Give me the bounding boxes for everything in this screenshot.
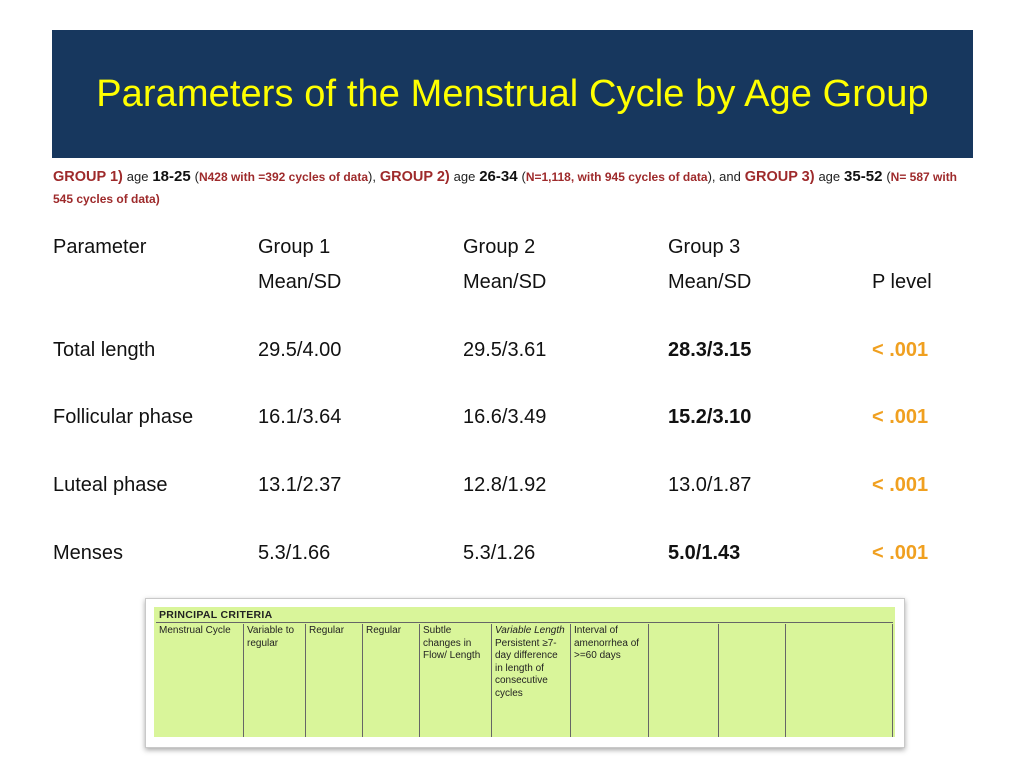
criteria-heading: PRINCIPAL CRITERIA xyxy=(156,609,893,623)
row-group2-value: 16.6/3.49 xyxy=(463,406,547,428)
header-group2: Group 2 xyxy=(463,236,536,258)
group1-label: GROUP 1) xyxy=(53,169,123,185)
group2-sample: N=1,118, with 945 cycles of data xyxy=(525,170,708,184)
header-parameter: Parameter xyxy=(53,236,147,258)
header-p-level: P level xyxy=(872,271,932,293)
criteria-cell: Menstrual Cycle xyxy=(156,624,244,737)
row-group1-value: 16.1/3.64 xyxy=(258,406,342,428)
group2-label: GROUP 2) xyxy=(379,169,450,185)
header-group1: Group 1 xyxy=(258,236,331,258)
row-p-level: < .001 xyxy=(872,406,929,428)
criteria-cell: Variable Length Persistent ≥7- day diffe… xyxy=(492,624,571,737)
header-group2-meansd: Mean/SD xyxy=(463,271,547,293)
criteria-cell-text: Subtle changes in Flow/ Length xyxy=(423,625,481,661)
group2-age-range: 26-34 xyxy=(479,168,518,185)
row-parameter: Follicular phase xyxy=(53,406,194,428)
row-parameter: Luteal phase xyxy=(53,474,168,496)
row-p-level: < .001 xyxy=(872,474,929,496)
group2-open-paren: ( xyxy=(521,169,526,184)
criteria-cell: Variable to regular xyxy=(244,624,306,737)
criteria-cell-text: Menstrual Cycle xyxy=(159,625,231,636)
criteria-cell: Subtle changes in Flow/ Length xyxy=(420,624,492,737)
row-p-level: < .001 xyxy=(872,542,929,564)
group-description: GROUP 1) age 18-25 (N428 with =392 cycle… xyxy=(53,166,968,210)
criteria-cell: Regular xyxy=(306,624,363,737)
principal-criteria-table: PRINCIPAL CRITERIA Menstrual Cycle Varia… xyxy=(154,607,895,737)
criteria-cell-text: Regular xyxy=(309,625,345,636)
row-group3-value: 28.3/3.15 xyxy=(668,339,752,361)
criteria-cell-text: Persistent ≥7- day difference in length … xyxy=(495,637,558,699)
group2-age-word: age xyxy=(453,169,476,184)
group2-close-paren: ), and xyxy=(707,169,741,184)
group1-close-paren: ), xyxy=(368,169,376,184)
row-group1-value: 13.1/2.37 xyxy=(258,474,342,496)
criteria-cell xyxy=(649,624,719,737)
row-p-level: < .001 xyxy=(872,339,929,361)
group1-age-range: 18-25 xyxy=(152,168,191,185)
group3-open-paren: ( xyxy=(886,169,891,184)
criteria-cell: Regular xyxy=(363,624,420,737)
criteria-cell-text: Variable to regular xyxy=(247,625,295,649)
row-group1-value: 29.5/4.00 xyxy=(258,339,342,361)
criteria-cell-text: Interval of amenorrhea of >=60 days xyxy=(574,625,640,661)
group1-sample: N428 with =392 cycles of data xyxy=(198,170,369,184)
row-parameter: Menses xyxy=(53,542,124,564)
header-group1-meansd: Mean/SD xyxy=(258,271,342,293)
criteria-cell xyxy=(786,624,893,737)
row-group2-value: 12.8/1.92 xyxy=(463,474,547,496)
row-group1-value: 5.3/1.66 xyxy=(258,542,331,564)
criteria-heading-text: PRINCIPAL CRITERIA xyxy=(159,609,273,621)
group3-age-range: 35-52 xyxy=(844,168,883,185)
criteria-cell-italic: Variable Length xyxy=(495,625,565,636)
criteria-cell: Interval of amenorrhea of >=60 days xyxy=(571,624,649,737)
row-group2-value: 5.3/1.26 xyxy=(463,542,536,564)
principal-criteria-image: PRINCIPAL CRITERIA Menstrual Cycle Varia… xyxy=(145,598,905,748)
group1-open-paren: ( xyxy=(194,169,199,184)
group3-sample: N= 587 with 545 cycles of data) xyxy=(53,170,958,206)
header-group3: Group 3 xyxy=(668,236,741,258)
row-group3-value: 15.2/3.10 xyxy=(668,406,752,428)
title-banner: Parameters of the Menstrual Cycle by Age… xyxy=(52,30,973,158)
criteria-cell xyxy=(719,624,786,737)
slide-title: Parameters of the Menstrual Cycle by Age… xyxy=(96,72,929,115)
group3-label: GROUP 3) xyxy=(744,169,815,185)
row-parameter: Total length xyxy=(53,339,156,361)
group3-age-word: age xyxy=(818,169,841,184)
row-group3-value: 5.0/1.43 xyxy=(668,542,741,564)
group1-age-word: age xyxy=(126,169,149,184)
header-group3-meansd: Mean/SD xyxy=(668,271,752,293)
row-group3-value: 13.0/1.87 xyxy=(668,474,752,496)
criteria-cell-text: Regular xyxy=(366,625,402,636)
row-group2-value: 29.5/3.61 xyxy=(463,339,547,361)
